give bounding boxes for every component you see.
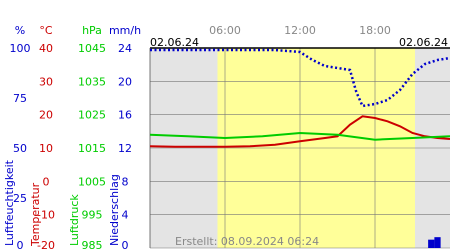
axis-unit: % [15, 24, 25, 37]
x-tick-label: 06:00 [209, 24, 241, 37]
y-tick-label: 995 [82, 209, 103, 222]
y-tick-label: 1005 [78, 175, 106, 188]
precip-bar [428, 239, 435, 248]
y-tick-label: 20 [39, 109, 53, 122]
labels: 06:00 12:00 18:00%Luftfeuchtigkeit 02550751… [3, 24, 391, 250]
created-note: Erstellt: 08.09.2024 06:24 [175, 235, 319, 248]
y-tick-label: 25 [13, 192, 27, 205]
date-right: 02.06.24 [399, 36, 448, 49]
axis-unit: mm/h [109, 24, 141, 37]
y-tick-label: 50 [13, 142, 27, 155]
axis-unit: hPa [82, 24, 102, 37]
y-tick-label: 1025 [78, 109, 106, 122]
y-tick-label: 20 [118, 75, 132, 88]
y-tick-label: 30 [39, 75, 53, 88]
y-tick-label: 0 [17, 239, 24, 250]
axis-unit: °C [39, 24, 53, 37]
series-name: Temperatur [29, 182, 42, 247]
y-tick-label: 4 [122, 209, 129, 222]
x-tick-label: 12:00 [284, 24, 316, 37]
y-tick-label: 24 [118, 42, 132, 55]
precip-bar [434, 237, 441, 248]
y-tick-label: 12 [118, 142, 132, 155]
y-tick-label: 0 [122, 239, 129, 250]
y-tick-label: 1035 [78, 75, 106, 88]
series-name: Luftdruck [68, 194, 81, 246]
marks [149, 48, 450, 248]
grid [149, 47, 450, 249]
series-line [149, 131, 450, 141]
y-tick-label: 100 [10, 42, 31, 55]
y-tick-label: -20 [37, 239, 55, 250]
series-line [149, 115, 450, 148]
x-tick-label: 18:00 [359, 24, 391, 37]
y-tick-label: 16 [118, 109, 132, 122]
y-tick-label: 10 [39, 142, 53, 155]
y-tick-label: 8 [122, 175, 129, 188]
y-tick-label: 985 [82, 239, 103, 250]
y-tick-label: 0 [43, 175, 50, 188]
y-tick-label: 75 [13, 92, 27, 105]
date-left: 02.06.24 [150, 36, 199, 49]
series-name: Niederschlag [108, 174, 121, 246]
y-tick-label: -10 [37, 209, 55, 222]
y-tick-label: 1045 [78, 42, 106, 55]
y-tick-label: 1015 [78, 142, 106, 155]
y-tick-label: 40 [39, 42, 53, 55]
series-name: Luftfeuchtigkeit [3, 159, 16, 246]
